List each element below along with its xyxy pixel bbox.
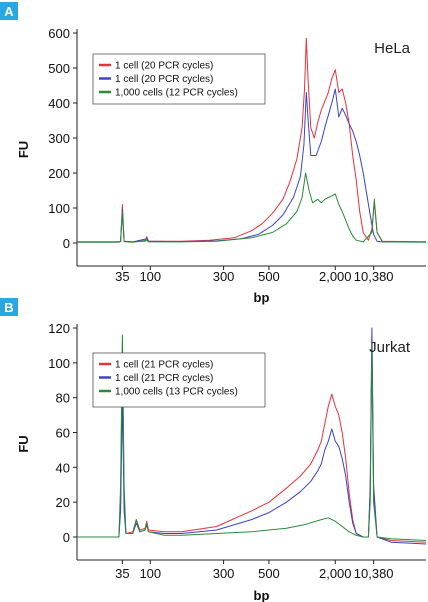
panel-badge [0,2,18,20]
y-tick-label: 200 [48,166,70,181]
cell-line-label: HeLa [374,40,411,57]
y-tick-label: 60 [56,426,70,441]
series-line-1 [77,37,427,243]
y-tick-label: 100 [48,201,70,216]
y-tick-label: 80 [56,391,70,406]
y-tick-label: 100 [48,356,70,371]
x-tick-label: 100 [139,269,161,284]
y-axis-label: FU [16,435,31,452]
x-axis-label: bp [254,588,270,602]
y-axis-label: FU [16,141,31,158]
legend-entry: 1 cell (20 PCR cycles) [115,61,213,72]
panel-label: B [4,300,13,315]
y-tick-label: 300 [48,131,70,146]
chart-panel-A: A 0 100 200 300 400 500 600 FU 35 100 300 500 2,000 10… [0,2,427,305]
x-tick-label: 2,000 [319,566,352,581]
chart-panel-B: B 0 20 40 60 80 100 120 FU 35 100 300 500 2,000 10,380… [0,298,427,602]
legend-entry: 1,000 cells (12 PCR cycles) [115,88,238,99]
y-tick-label: 20 [56,495,70,510]
x-tick-label: 2,000 [319,269,352,284]
x-axis-label: bp [254,290,270,305]
legend-entry: 1,000 cells (13 PCR cycles) [115,387,238,398]
x-tick-label: 500 [258,566,280,581]
x-tick-label: 500 [258,269,280,284]
legend-entry: 1 cell (21 PCR cycles) [115,360,213,371]
x-tick-label: 300 [213,566,235,581]
y-tick-label: 40 [56,460,70,475]
legend-entry: 1 cell (21 PCR cycles) [115,373,213,384]
legend-box [92,352,266,408]
y-tick-label: 500 [48,61,70,76]
x-tick-label: 35 [115,566,129,581]
y-tick-label: 120 [48,321,70,336]
x-tick-label: 300 [213,269,235,284]
x-tick-label: 10,380 [354,566,394,581]
x-tick-label: 35 [115,269,129,284]
series-line-2 [77,88,426,243]
y-tick-label: 0 [63,236,70,251]
panel-badge [0,298,18,316]
legend: 1 cell (21 PCR cycles) 1 cell (21 PCR cyc… [92,352,266,408]
cell-line-label: Jurkat [369,339,411,356]
x-tick-label: 100 [139,566,161,581]
legend-box [92,53,266,105]
legend-entry: 1 cell (20 PCR cycles) [115,74,213,85]
y-tick-label: 600 [48,26,70,41]
y-tick-label: 0 [63,530,70,545]
series-line-3 [77,334,427,541]
y-tick-label: 400 [48,96,70,111]
panel-label: A [4,4,14,19]
series-line-3 [77,172,427,243]
x-tick-label: 10,380 [354,269,394,284]
legend: 1 cell (20 PCR cycles) 1 cell (20 PCR cyc… [92,53,266,105]
